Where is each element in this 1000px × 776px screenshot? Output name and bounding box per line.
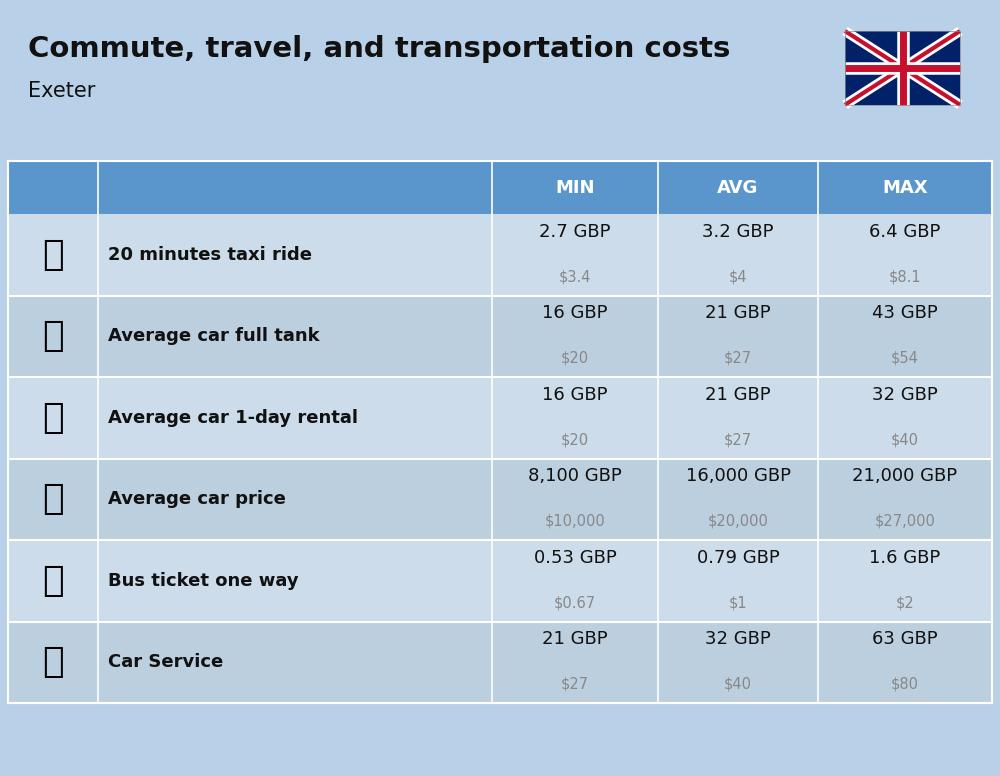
Text: 2.7 GBP: 2.7 GBP: [539, 223, 611, 241]
Text: $27: $27: [561, 677, 589, 691]
Text: 🚙: 🚙: [42, 401, 64, 435]
Bar: [8, 214, 992, 296]
Text: 32 GBP: 32 GBP: [872, 386, 938, 404]
Text: ⛽: ⛽: [42, 320, 64, 353]
Text: 21 GBP: 21 GBP: [705, 386, 771, 404]
Text: $1: $1: [729, 595, 747, 610]
Text: 63 GBP: 63 GBP: [872, 630, 938, 648]
Text: 32 GBP: 32 GBP: [705, 630, 771, 648]
Text: $0.67: $0.67: [554, 595, 596, 610]
Text: $3.4: $3.4: [559, 269, 591, 284]
Bar: [8, 622, 992, 703]
Text: $40: $40: [724, 677, 752, 691]
Text: Average car 1-day rental: Average car 1-day rental: [108, 409, 358, 427]
Bar: [845, 31, 960, 105]
Text: $8.1: $8.1: [889, 269, 921, 284]
Text: 0.53 GBP: 0.53 GBP: [534, 549, 616, 566]
Text: Commute, travel, and transportation costs: Commute, travel, and transportation cost…: [28, 35, 730, 63]
Text: $40: $40: [891, 432, 919, 447]
Text: MIN: MIN: [555, 178, 595, 197]
Text: $20: $20: [561, 351, 589, 365]
Text: Car Service: Car Service: [108, 653, 223, 671]
Bar: [8, 459, 992, 540]
Text: 🚌: 🚌: [42, 564, 64, 598]
Text: 16,000 GBP: 16,000 GBP: [686, 467, 790, 485]
Text: $54: $54: [891, 351, 919, 365]
Text: AVG: AVG: [717, 178, 759, 197]
Text: 3.2 GBP: 3.2 GBP: [702, 223, 774, 241]
Text: 21 GBP: 21 GBP: [705, 304, 771, 322]
Text: 0.79 GBP: 0.79 GBP: [697, 549, 779, 566]
Text: $27: $27: [724, 432, 752, 447]
Bar: [8, 377, 992, 459]
Text: $27,000: $27,000: [875, 514, 935, 528]
Text: 21 GBP: 21 GBP: [542, 630, 608, 648]
Text: 16 GBP: 16 GBP: [542, 386, 608, 404]
Text: 🔧: 🔧: [42, 646, 64, 679]
Text: $27: $27: [724, 351, 752, 365]
Text: 6.4 GBP: 6.4 GBP: [869, 223, 941, 241]
Text: 21,000 GBP: 21,000 GBP: [852, 467, 958, 485]
Text: 20 minutes taxi ride: 20 minutes taxi ride: [108, 246, 312, 264]
Text: $10,000: $10,000: [545, 514, 605, 528]
Text: 43 GBP: 43 GBP: [872, 304, 938, 322]
Bar: [8, 161, 992, 703]
Text: 16 GBP: 16 GBP: [542, 304, 608, 322]
Text: Exeter: Exeter: [28, 81, 95, 102]
Bar: [8, 540, 992, 622]
Text: 🚕: 🚕: [42, 238, 64, 272]
Text: $80: $80: [891, 677, 919, 691]
Text: Bus ticket one way: Bus ticket one way: [108, 572, 299, 590]
Text: $4: $4: [729, 269, 747, 284]
Text: $2: $2: [896, 595, 914, 610]
Text: 8,100 GBP: 8,100 GBP: [528, 467, 622, 485]
Bar: [845, 31, 960, 105]
Text: 🚗: 🚗: [42, 483, 64, 516]
Text: Average car price: Average car price: [108, 490, 286, 508]
Bar: [8, 161, 992, 214]
Text: 1.6 GBP: 1.6 GBP: [869, 549, 941, 566]
Text: $20: $20: [561, 432, 589, 447]
Bar: [8, 296, 992, 377]
Text: MAX: MAX: [882, 178, 928, 197]
Text: Average car full tank: Average car full tank: [108, 327, 320, 345]
Text: $20,000: $20,000: [708, 514, 768, 528]
